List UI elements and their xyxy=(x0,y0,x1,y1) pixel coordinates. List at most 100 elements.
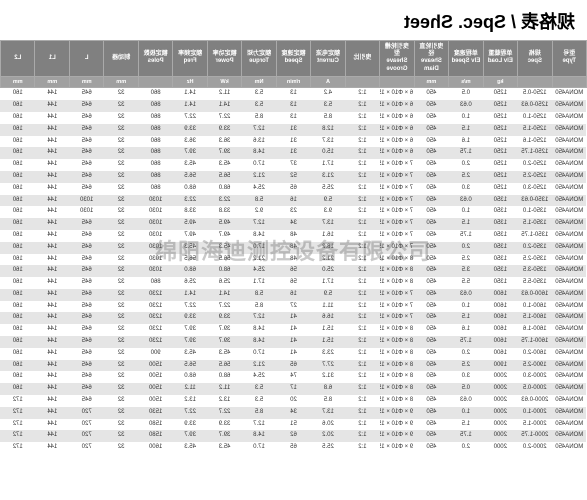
cell: 160 xyxy=(1,112,36,124)
cell: 1600 xyxy=(483,289,517,301)
cell: MONA450 xyxy=(552,230,586,242)
cell: 1030 xyxy=(138,265,172,277)
cell: 32 xyxy=(104,242,138,254)
cell: 2.0 xyxy=(449,442,483,454)
cell: 450 xyxy=(414,230,448,242)
table-row: MONA4501250-0.6312500.634506 × Φ10 × 151… xyxy=(1,100,587,112)
cell: 645 xyxy=(69,383,103,395)
cell: 144 xyxy=(35,442,69,454)
cell: 32 xyxy=(104,206,138,218)
cell: 2.0 xyxy=(449,242,483,254)
cell: 860 xyxy=(138,277,172,289)
cell: 17.1 xyxy=(311,277,345,289)
cell: 1.0 xyxy=(449,301,483,313)
cell: 144 xyxy=(35,88,69,100)
cell: 48 xyxy=(276,242,310,254)
col-header: L1 xyxy=(35,41,69,77)
cell: 1250-1.0 xyxy=(518,112,552,124)
cell: 2000 xyxy=(483,383,517,395)
cell: 720 xyxy=(69,407,103,419)
table-row: MONA4502000-0.520000.54508 × Φ10 × 151:2… xyxy=(1,383,587,395)
cell: 2000-2.0 xyxy=(518,442,552,454)
cell: 45.3 xyxy=(207,159,241,171)
cell: 1.75 xyxy=(449,336,483,348)
cell: 65 xyxy=(276,183,310,195)
table-row: MONA4501350-2.513502.54508 × Φ10 × 151:2… xyxy=(1,254,587,266)
cell: MONA450 xyxy=(552,348,586,360)
cell: 1:2 xyxy=(345,230,379,242)
cell: 8 × Φ10 × 15 xyxy=(380,371,414,383)
cell: 450 xyxy=(414,100,448,112)
cell: 1350-1.5 xyxy=(518,218,552,230)
cell: 1:2 xyxy=(345,360,379,372)
cell: 13.2 xyxy=(207,395,241,407)
cell: 645 xyxy=(69,88,103,100)
cell: 860 xyxy=(138,183,172,195)
cell: 8.5 xyxy=(311,395,345,407)
cell: 21.2 xyxy=(242,254,276,266)
col-header: 型号Type xyxy=(552,41,586,77)
cell: 1350-2.5 xyxy=(518,254,552,266)
cell: 15.1 xyxy=(311,336,345,348)
col-header: 单程载重Elv Load xyxy=(483,41,517,77)
cell: 172 xyxy=(1,442,36,454)
cell: 160 xyxy=(1,312,36,324)
cell: 32 xyxy=(104,324,138,336)
cell: 1350-1.0 xyxy=(518,206,552,218)
cell: 12.7 xyxy=(242,218,276,230)
table-row: MONA4501600-2.016002.04508 × Φ10 × 151:2… xyxy=(1,348,587,360)
cell: 5.5 xyxy=(449,277,483,289)
cell: 160 xyxy=(1,336,36,348)
cell: 14.8 xyxy=(242,230,276,242)
cell: 160 xyxy=(1,195,36,207)
cell: 21.3 xyxy=(311,171,345,183)
table-row: MONA4501600-1.516001.54507 × Φ10 × 151:2… xyxy=(1,312,587,324)
cell: 1.75 xyxy=(449,430,483,442)
cell: 14.1 xyxy=(173,100,207,112)
cell: 450 xyxy=(414,171,448,183)
cell: 32 xyxy=(104,277,138,289)
cell: 45.3 xyxy=(173,159,207,171)
cell: 12.7 xyxy=(242,124,276,136)
cell: 1:2 xyxy=(345,430,379,442)
cell: 144 xyxy=(35,419,69,431)
cell: 144 xyxy=(35,171,69,183)
cell: 645 xyxy=(69,183,103,195)
cell: 1900 xyxy=(483,360,517,372)
cell: 14.1 xyxy=(173,88,207,100)
cell: 144 xyxy=(35,242,69,254)
cell: 172 xyxy=(1,419,36,431)
cell: 68.0 xyxy=(173,371,207,383)
cell: 160 xyxy=(1,124,36,136)
cell: 1030 xyxy=(69,206,103,218)
cell: 5.3 xyxy=(242,395,276,407)
cell: 645 xyxy=(69,301,103,313)
cell: 65 xyxy=(276,442,310,454)
cell: MONA450 xyxy=(552,430,586,442)
table-row: MONA4501350-1.013501.04507 × Φ10 × 151:2… xyxy=(1,206,587,218)
cell: 14.1 xyxy=(207,289,241,301)
cell: 2000 xyxy=(483,371,517,383)
cell: 7 × Φ10 × 15 xyxy=(380,206,414,218)
cell: 160 xyxy=(1,88,36,100)
cell: MONA450 xyxy=(552,336,586,348)
cell: 1:2 xyxy=(345,312,379,324)
cell: 1:2 xyxy=(345,348,379,360)
cell: 4.2 xyxy=(311,88,345,100)
cell: 160 xyxy=(1,348,36,360)
cell: 13 xyxy=(276,88,310,100)
table-head: 型号Type规格Spec单程载重Elv Load单程速度Elv Speed曳引轮… xyxy=(1,41,587,88)
cell: 11.2 xyxy=(207,383,241,395)
cell: 160 xyxy=(1,171,36,183)
cell: 1350 xyxy=(483,206,517,218)
cell: MONA450 xyxy=(552,312,586,324)
cell: 68.0 xyxy=(207,265,241,277)
cell: 172 xyxy=(1,407,36,419)
cell: 160 xyxy=(1,383,36,395)
cell: 144 xyxy=(35,147,69,159)
cell: 32 xyxy=(104,183,138,195)
cell: 39.7 xyxy=(173,430,207,442)
cell: 160 xyxy=(1,324,36,336)
cell: 32 xyxy=(104,430,138,442)
cell: 32 xyxy=(104,383,138,395)
